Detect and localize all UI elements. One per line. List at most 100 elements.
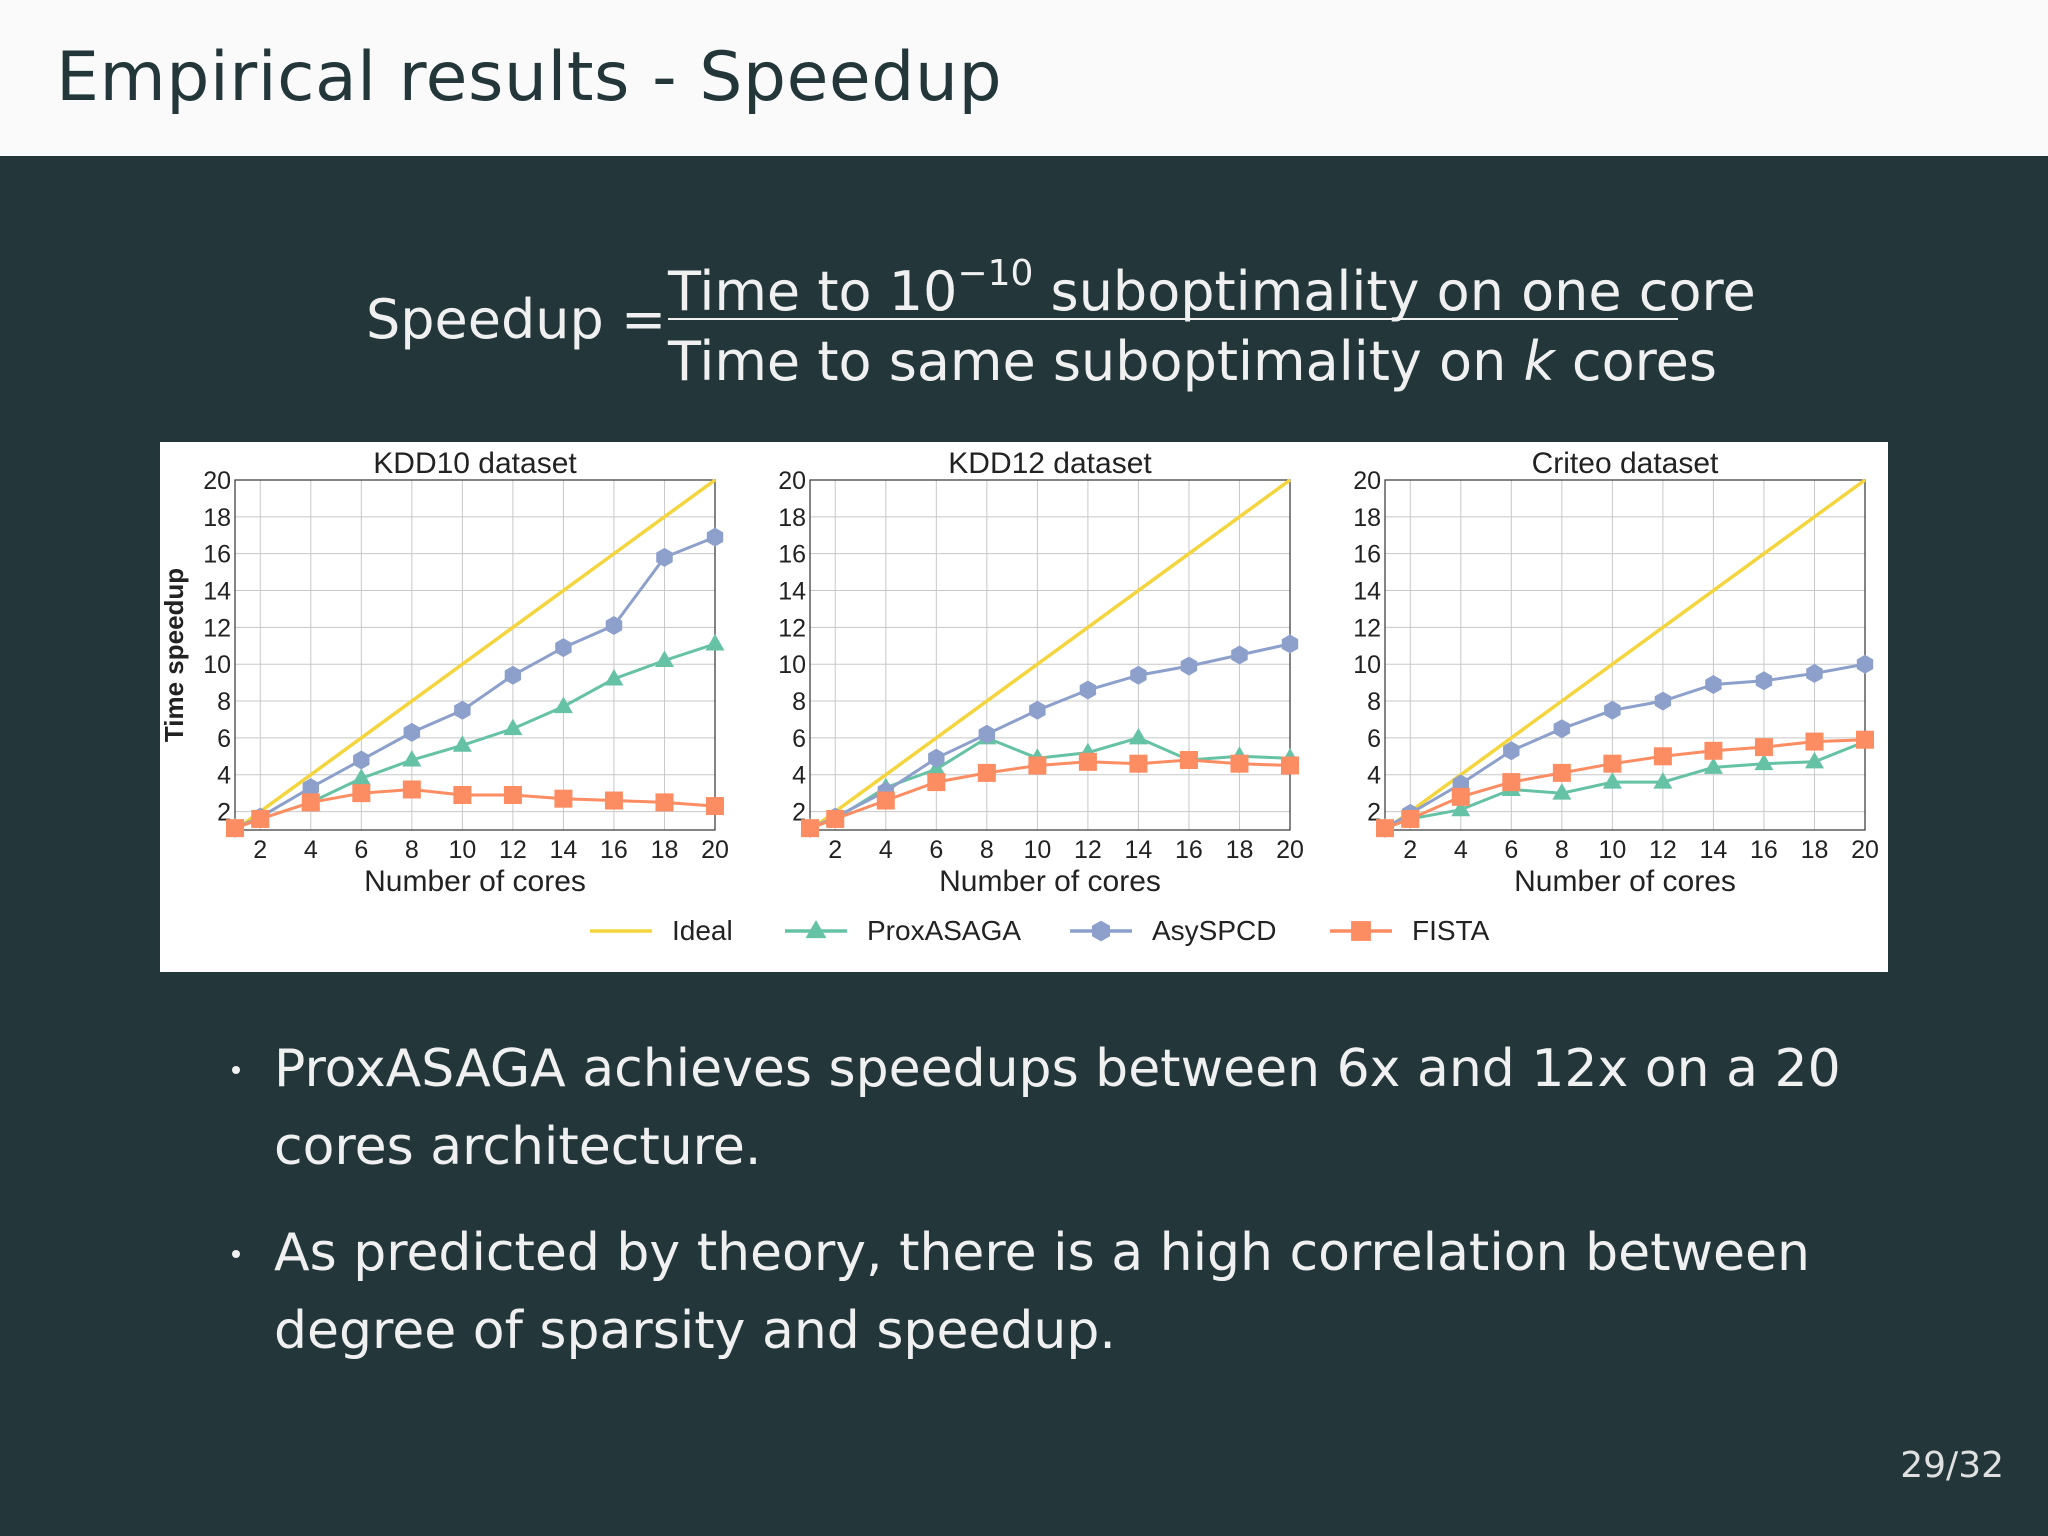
data-point-proxasaga xyxy=(1754,753,1774,771)
x-tick-label: 4 xyxy=(879,836,893,864)
chart-title: KDD10 dataset xyxy=(373,447,577,480)
x-tick-label: 16 xyxy=(600,836,628,864)
data-point-proxasaga xyxy=(1804,751,1824,769)
data-point-fista xyxy=(453,786,472,804)
y-tick-label: 14 xyxy=(1353,578,1381,606)
formula-denominator: Time to same suboptimality on k cores xyxy=(668,326,1717,398)
x-tick-label: 14 xyxy=(550,836,578,864)
bullet-dot xyxy=(232,1066,240,1074)
slide-header: Empirical results - Speedup xyxy=(0,0,2048,156)
data-point-fista xyxy=(226,819,244,838)
data-point-asyspcd xyxy=(605,616,623,635)
x-tick-label: 18 xyxy=(1801,836,1829,864)
formula-numerator-before: Time to 10 xyxy=(668,260,958,323)
y-tick-label: 18 xyxy=(203,504,231,532)
data-point-proxasaga xyxy=(503,718,523,736)
data-point-fista xyxy=(1230,754,1249,773)
y-tick-label: 18 xyxy=(778,504,806,532)
y-tick-label: 8 xyxy=(792,688,806,716)
data-point-fista xyxy=(1129,754,1148,773)
formula-numerator-exponent: −10 xyxy=(957,253,1034,294)
data-point-proxasaga xyxy=(1703,757,1723,774)
data-point-proxasaga xyxy=(402,750,422,767)
x-tick-label: 20 xyxy=(701,836,729,864)
legend-label-proxasaga: ProxASAGA xyxy=(867,915,1021,946)
data-point-fista xyxy=(826,809,845,828)
x-tick-label: 8 xyxy=(405,836,419,864)
chart-panel: 2 4 6 8 10 12 14 16 18 20 2 4 6 8 10 12 14 16 18 20 KDD10 da… xyxy=(160,442,1888,972)
data-point-asyspcd xyxy=(555,638,572,658)
data-point-fista xyxy=(301,793,320,812)
data-point-proxasaga xyxy=(1552,783,1572,800)
data-point-fista xyxy=(1603,754,1622,773)
data-point-asyspcd xyxy=(1604,700,1621,720)
y-axis-label: Time speedup xyxy=(160,568,189,742)
data-point-proxasaga xyxy=(604,668,624,686)
formula-denominator-variable: k xyxy=(1523,330,1555,393)
data-point-fista xyxy=(706,797,724,816)
data-point-proxasaga xyxy=(1128,727,1148,745)
data-point-fista xyxy=(1856,730,1874,749)
data-point-fista xyxy=(1552,763,1571,782)
data-point-asyspcd xyxy=(1553,719,1571,739)
x-tick-label: 14 xyxy=(1700,836,1728,864)
bullet-item: ProxASAGA achieves speedups between 6x a… xyxy=(226,1030,1906,1186)
data-point-fista xyxy=(927,773,946,792)
data-point-proxasaga xyxy=(1451,799,1471,817)
y-tick-label: 16 xyxy=(203,541,231,569)
data-point-fista xyxy=(1401,809,1420,828)
formula-fraction: Time to 10−10 suboptimality on one core … xyxy=(668,244,1756,398)
y-tick-label: 16 xyxy=(1353,541,1381,569)
y-tick-label: 12 xyxy=(203,614,231,642)
x-tick-label: 8 xyxy=(1555,836,1569,864)
formula-lhs: Speedup = xyxy=(366,288,667,351)
legend-marker-asyspcd xyxy=(1092,920,1110,942)
data-point-fista xyxy=(604,791,623,810)
series-line-ideal xyxy=(233,478,717,832)
x-tick-label: 12 xyxy=(1074,836,1102,864)
x-tick-label: 4 xyxy=(1454,836,1468,864)
data-point-proxasaga xyxy=(351,768,371,785)
data-point-fista xyxy=(1754,738,1773,757)
data-point-asyspcd xyxy=(504,665,522,685)
x-tick-label: 2 xyxy=(828,836,842,864)
y-tick-label: 6 xyxy=(217,725,231,753)
x-tick-label: 10 xyxy=(1598,836,1626,864)
data-point-fista xyxy=(801,819,819,838)
y-tick-label: 12 xyxy=(778,614,806,642)
y-tick-label: 16 xyxy=(778,541,806,569)
y-tick-label: 20 xyxy=(1353,467,1381,495)
data-point-proxasaga xyxy=(705,633,725,651)
data-point-fista xyxy=(1805,732,1824,751)
chart-title: KDD12 dataset xyxy=(948,447,1152,480)
y-tick-label: 10 xyxy=(778,651,806,679)
legend-label-asyspcd: AsySPCD xyxy=(1152,915,1276,946)
y-tick-label: 20 xyxy=(778,467,806,495)
data-point-fista xyxy=(402,780,421,799)
y-tick-label: 14 xyxy=(778,578,806,606)
data-point-asyspcd xyxy=(978,724,996,744)
data-point-asyspcd xyxy=(1130,665,1147,685)
data-point-asyspcd xyxy=(353,750,370,770)
x-tick-label: 6 xyxy=(929,836,943,864)
data-point-proxasaga xyxy=(452,735,472,752)
formula-denominator-after: cores xyxy=(1554,330,1718,393)
data-point-fista xyxy=(655,793,674,812)
x-tick-label: 18 xyxy=(651,836,679,864)
y-tick-label: 6 xyxy=(1367,725,1381,753)
data-point-fista xyxy=(1179,751,1198,769)
slide-title: Empirical results - Speedup xyxy=(56,38,1003,117)
data-point-asyspcd xyxy=(454,700,471,720)
data-point-proxasaga xyxy=(1653,772,1673,789)
y-tick-label: 4 xyxy=(217,762,231,790)
y-tick-label: 4 xyxy=(792,762,806,790)
data-point-asyspcd xyxy=(1029,700,1046,720)
x-tick-label: 4 xyxy=(304,836,318,864)
formula-numerator: Time to 10−10 suboptimality on one core xyxy=(668,244,1756,323)
y-tick-label: 10 xyxy=(1353,651,1381,679)
legend-label-fista: FISTA xyxy=(1412,915,1490,946)
x-axis-label: Number of cores xyxy=(939,865,1161,898)
data-point-fista xyxy=(1281,756,1299,775)
y-tick-label: 12 xyxy=(1353,614,1381,642)
data-point-fista xyxy=(251,809,270,828)
